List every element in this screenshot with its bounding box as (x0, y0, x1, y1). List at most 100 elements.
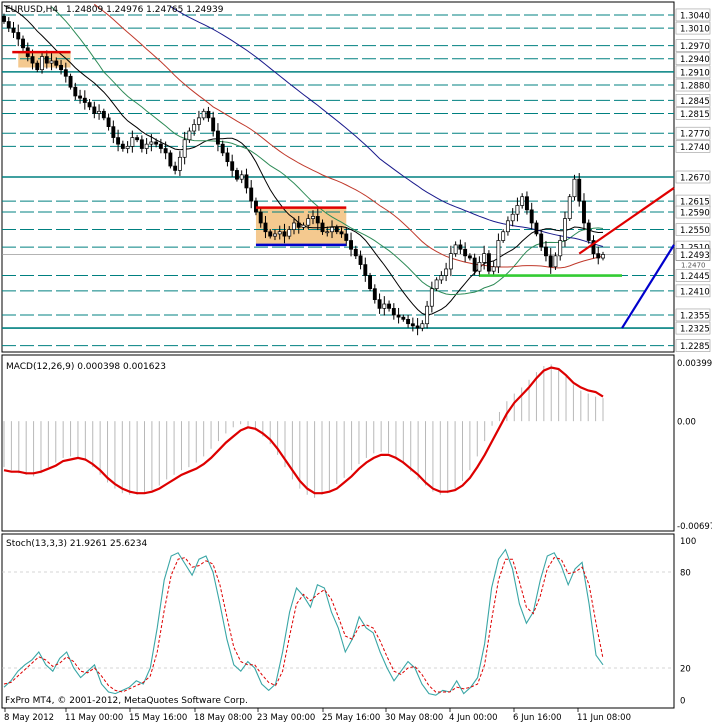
time-axis-label: 4 Jun 00:00 (449, 713, 498, 723)
candle-body (54, 60, 59, 66)
stochastic-axis-labels: 100 80 20 0 (680, 537, 696, 707)
candle-body (16, 32, 21, 40)
price-minor-label: 1.2470 (681, 262, 706, 270)
candle-body (325, 231, 330, 234)
candle-body (92, 106, 97, 114)
price-label: 1.2355 (680, 311, 710, 321)
price-label: 1.2445 (680, 272, 710, 282)
macd-axis-labels: 0.00399 0.00 -0.00697 (677, 359, 712, 532)
candle-body (11, 27, 16, 33)
candle-body (225, 152, 230, 163)
candle-body (130, 137, 135, 147)
price-label: 1.2740 (680, 143, 710, 153)
macd-signal-line (3, 366, 604, 495)
candle-body (320, 222, 325, 233)
price-label: 1.2970 (680, 42, 710, 52)
price-label-box (675, 107, 711, 120)
candle-body (6, 21, 11, 29)
candle-body (144, 143, 149, 149)
trendlines (12, 50, 675, 329)
candle-body (296, 222, 301, 228)
macd-axis-label: 0.00399 (677, 359, 712, 369)
candle-body (106, 117, 111, 127)
range-zones (18, 52, 347, 245)
time-axis-label: 23 May 00:00 (257, 713, 315, 723)
candle-body (192, 124, 197, 132)
candle-body (396, 314, 401, 318)
candle-body (73, 86, 78, 97)
candle-body (249, 187, 254, 202)
candle-body (420, 323, 425, 329)
candle-body (363, 264, 368, 276)
candle-body (163, 148, 168, 154)
candle-body (59, 64, 63, 71)
price-label: 1.2815 (680, 110, 710, 120)
candle-body (168, 152, 173, 167)
candle-body (239, 174, 244, 180)
macd-axis-label: -0.00697 (677, 522, 712, 532)
time-axis-label: 30 May 08:00 (385, 713, 443, 723)
candle-body (330, 227, 334, 233)
price-label-box (675, 78, 711, 92)
price-label-box (675, 339, 711, 352)
candle-body (339, 231, 344, 235)
candle-body (529, 209, 534, 224)
candle-body (467, 255, 472, 259)
macd-series (3, 364, 604, 498)
header-symbol: EURUSD,H4 (5, 5, 58, 15)
candle-body (63, 69, 68, 77)
price-label: 1.3010 (680, 25, 710, 35)
candle-body (97, 110, 102, 114)
current-price-label: 1.2493 (680, 251, 710, 261)
price-label: 1.2670 (680, 174, 710, 184)
candle-body (292, 222, 296, 230)
candle-body (135, 137, 140, 141)
ma-line-medium (3, 5, 604, 316)
candle-body (505, 220, 510, 233)
price-label: 1.2880 (680, 82, 710, 92)
candle-body (177, 156, 182, 171)
candle-body (401, 316, 406, 320)
candle-body (391, 308, 396, 316)
price-label: 1.3040 (680, 11, 710, 21)
price-label-box (675, 284, 711, 298)
current-price-box (675, 248, 711, 261)
candle-body (68, 75, 73, 88)
candle-body (434, 279, 439, 290)
candle-body (577, 178, 582, 202)
candle-body (491, 266, 496, 272)
macd-title: MACD(12,26,9) 0.000398 0.001623 (6, 362, 166, 372)
macd-axis-label: 0.00 (677, 418, 696, 428)
candle-body (377, 299, 382, 309)
time-axis-label: 11 May 00:00 (65, 713, 123, 723)
candle-body (35, 62, 40, 71)
price-label-box (675, 52, 711, 66)
candle-body (453, 244, 458, 254)
candle-body (116, 137, 121, 145)
candle-body (582, 200, 586, 224)
candle-body (287, 229, 292, 237)
candle-body (334, 227, 339, 233)
candle-body (410, 323, 415, 327)
time-axis-label: 11 Jun 08:00 (577, 713, 631, 723)
price-label-box (675, 170, 711, 184)
candle-body (120, 143, 125, 149)
candle-body (558, 240, 563, 257)
time-axis-labels: 8 May 2012 11 May 00:00 15 May 16:00 18 May… (4, 708, 631, 723)
candle-body (173, 165, 178, 171)
stoch-main-line (3, 548, 604, 696)
price-label: 1.2325 (680, 325, 710, 335)
price-label-box (675, 205, 711, 219)
candle-body (448, 253, 453, 270)
time-axis-label: 8 May 2012 (4, 713, 54, 723)
candle-body (567, 196, 572, 219)
candle-body (387, 303, 392, 309)
candle-body (268, 231, 273, 237)
price-label: 1.2910 (680, 68, 710, 78)
stoch-panel-frame (1, 533, 675, 709)
stoch-axis-label: 0 (680, 697, 685, 707)
candle-body (372, 288, 377, 300)
candle-body (158, 143, 163, 149)
time-axis-label: 6 Jun 16:00 (513, 713, 562, 723)
candle-body (601, 254, 605, 259)
